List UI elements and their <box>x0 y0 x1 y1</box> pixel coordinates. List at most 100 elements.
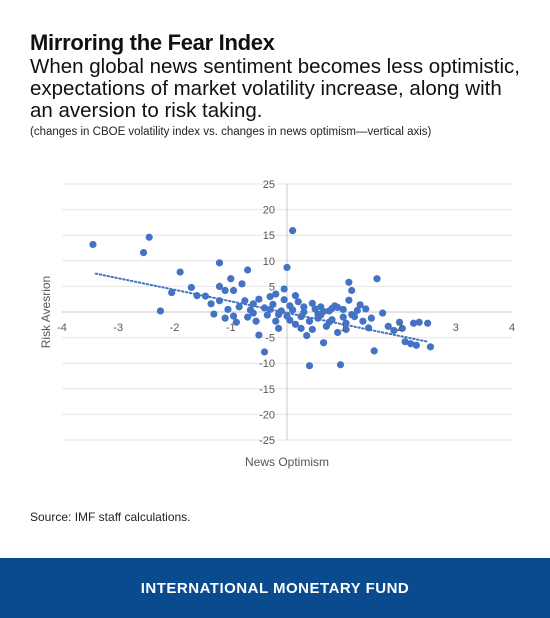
data-point <box>139 249 148 257</box>
footer-banner: INTERNATIONAL MONETARY FUND <box>0 558 550 618</box>
data-point <box>274 324 283 332</box>
x-tick-label: 3 <box>453 322 459 334</box>
data-point <box>367 314 375 322</box>
data-point <box>210 310 218 318</box>
data-point <box>300 308 308 316</box>
data-point <box>229 286 238 295</box>
data-point <box>334 328 342 337</box>
data-point <box>407 340 415 348</box>
x-tick-label: -4 <box>57 322 67 334</box>
data-points <box>89 226 435 370</box>
x-tick-label: 1 <box>340 322 346 334</box>
data-point <box>215 297 224 305</box>
scatter-chart: 25 20 15 10 5 -5 -10 -15 -20 -25 -4 -3 -2 -1 1 2 3 4 News… <box>39 179 515 469</box>
data-point <box>300 303 308 311</box>
data-point <box>244 266 252 274</box>
data-point <box>241 297 249 305</box>
data-point <box>305 317 314 325</box>
data-point <box>359 317 367 325</box>
data-point <box>314 310 322 318</box>
data-point <box>325 318 333 326</box>
chart-subtitle: When global news sentiment becomes less … <box>30 55 520 122</box>
data-point <box>232 318 240 326</box>
data-point <box>272 317 280 325</box>
y-tick-label: -20 <box>259 409 275 421</box>
data-point <box>364 324 373 332</box>
data-point <box>201 292 210 300</box>
data-point <box>289 226 297 235</box>
data-point <box>89 240 97 249</box>
data-point <box>255 295 263 303</box>
data-point <box>235 303 243 311</box>
data-point <box>297 324 305 332</box>
data-point <box>412 341 420 349</box>
data-point <box>260 304 269 312</box>
x-tick-label: 4 <box>509 322 515 334</box>
data-point <box>224 305 232 314</box>
data-point <box>305 362 314 370</box>
y-tick-label: 5 <box>269 281 275 293</box>
data-point <box>328 304 336 313</box>
data-point <box>221 286 229 295</box>
data-point <box>238 280 246 288</box>
axes <box>62 184 512 440</box>
data-point <box>362 305 370 313</box>
data-point <box>319 339 328 347</box>
data-point <box>229 312 238 320</box>
data-point <box>289 306 297 314</box>
data-point <box>303 331 311 340</box>
x-axis-label: News Optimism <box>245 455 329 469</box>
x-tick-label: 2 <box>396 322 402 334</box>
x-tick-label: -2 <box>170 322 180 334</box>
data-point <box>348 310 356 319</box>
data-point <box>215 282 224 290</box>
x-tick-label: -1 <box>226 322 236 334</box>
y-tick-label: -10 <box>259 358 275 370</box>
data-point <box>426 343 435 351</box>
tick-labels: 25 20 15 10 5 -5 -10 -15 -20 -25 -4 -3 -2 -1 1 2 3 4 <box>57 179 515 447</box>
data-point <box>280 296 288 304</box>
data-point <box>227 275 235 283</box>
data-point <box>379 309 387 317</box>
data-point <box>336 361 345 369</box>
data-point <box>274 310 283 319</box>
data-point <box>373 275 381 283</box>
y-tick-label: 25 <box>263 179 275 191</box>
data-point <box>266 293 274 301</box>
data-point <box>370 347 378 355</box>
data-point <box>409 319 418 327</box>
data-point <box>339 305 347 314</box>
y-tick-label: -25 <box>259 435 275 447</box>
data-point <box>207 300 215 308</box>
data-point <box>252 317 260 325</box>
data-point <box>308 299 316 307</box>
y-tick-label: 10 <box>263 256 275 268</box>
data-point <box>342 325 350 334</box>
data-point <box>187 283 195 292</box>
data-point <box>221 314 229 322</box>
data-point <box>291 292 300 300</box>
data-point <box>348 286 356 295</box>
data-point <box>424 319 432 327</box>
data-point <box>415 318 423 326</box>
data-point <box>193 292 201 300</box>
data-point <box>266 305 274 314</box>
data-point <box>319 307 328 316</box>
data-point <box>249 300 257 308</box>
data-point <box>345 296 353 304</box>
data-point <box>168 288 176 297</box>
chart-note: (changes in CBOE volatility index vs. ch… <box>30 126 432 138</box>
data-point <box>249 309 257 317</box>
data-point <box>395 318 404 326</box>
x-tick-label: -3 <box>113 322 123 334</box>
y-tick-label: -5 <box>265 333 275 345</box>
data-point <box>390 326 398 335</box>
data-point <box>339 313 347 321</box>
data-point <box>291 320 300 328</box>
data-point <box>244 313 252 321</box>
data-point <box>156 307 165 315</box>
y-tick-label: 15 <box>263 230 275 242</box>
data-point <box>345 278 353 286</box>
y-axis-label: Risk Avesrion <box>39 276 53 348</box>
data-point <box>215 259 224 267</box>
